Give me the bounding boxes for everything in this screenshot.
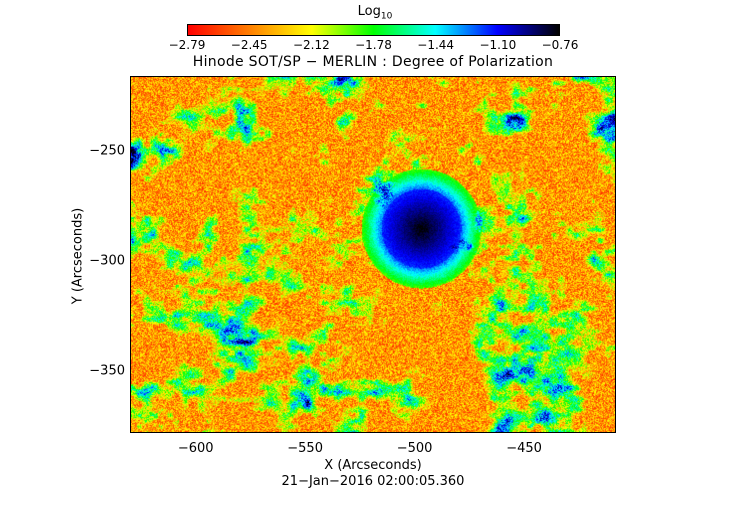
colorbar-title: Log10 xyxy=(345,4,405,22)
y-tick-label: −250 xyxy=(89,143,125,159)
polarization-map-image xyxy=(131,77,615,432)
colorbar-tick-label: −1.10 xyxy=(479,38,517,52)
x-tick-label: −450 xyxy=(506,441,542,456)
plot-title: Hinode SOT/SP − MERLIN : Degree of Polar… xyxy=(192,54,554,70)
colorbar-tick-label: −1.44 xyxy=(417,38,455,52)
y-tick-label: −300 xyxy=(89,253,125,269)
x-tick-label: −550 xyxy=(287,441,323,456)
x-axis-label: X (Arcseconds) xyxy=(324,458,422,473)
colorbar-title-text: Log xyxy=(357,4,381,19)
x-tick-label: −500 xyxy=(396,441,433,456)
colorbar-title-subscript: 10 xyxy=(380,11,393,22)
y-axis-label: Y (Arcseconds) xyxy=(70,207,86,305)
polarization-map xyxy=(130,76,616,433)
colorbar-tick-label: −2.12 xyxy=(292,38,330,52)
colorbar xyxy=(187,24,560,36)
x-tick-label: −600 xyxy=(177,441,214,456)
timestamp: 21−Jan−2016 02:00:05.360 xyxy=(281,474,465,489)
colorbar-tick-label: −1.78 xyxy=(355,38,392,52)
colorbar-tick-label: −0.76 xyxy=(541,38,579,52)
colorbar-tick-label: −2.45 xyxy=(230,38,268,52)
y-tick-label: −350 xyxy=(89,363,125,379)
colorbar-tick-label: −2.79 xyxy=(168,38,206,52)
